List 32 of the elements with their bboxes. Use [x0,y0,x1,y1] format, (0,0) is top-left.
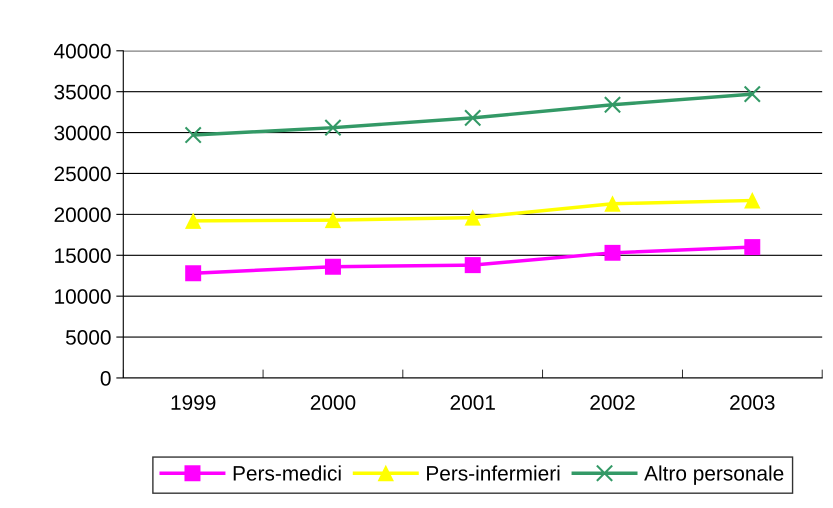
y-tick-label: 40000 [54,44,111,59]
y-tick-label: 30000 [54,126,111,140]
point [464,210,481,226]
point [185,265,202,282]
x-tick-label: 2002 [590,395,635,410]
point [744,239,760,256]
point [744,85,761,103]
point [185,212,202,229]
point [464,109,482,127]
point [324,118,342,136]
y-tick-label: 0 [100,370,111,386]
x-tick-label: 2003 [730,395,775,410]
point [744,192,760,208]
point [604,244,620,261]
point [604,96,622,114]
y-tick-label: 25000 [54,166,111,182]
x-tick-label: 2001 [450,395,495,410]
y-tick-label: 35000 [54,84,111,100]
y-tick-label: 10000 [55,289,111,304]
point [464,257,481,274]
point [324,258,341,275]
legend-label: Altro personale [644,465,784,485]
x-tick-label: 1999 [172,395,216,410]
x-tick-label: 2000 [310,395,356,410]
point [184,126,202,144]
legend-label: Pers-infermieri [427,465,560,481]
y-tick-label: 5000 [66,330,111,345]
y-tick-label: 15000 [55,248,111,264]
y-tick-label: 20000 [54,207,111,222]
point [324,212,341,228]
legend-label: Pers-medici [234,465,341,481]
point [604,196,620,212]
